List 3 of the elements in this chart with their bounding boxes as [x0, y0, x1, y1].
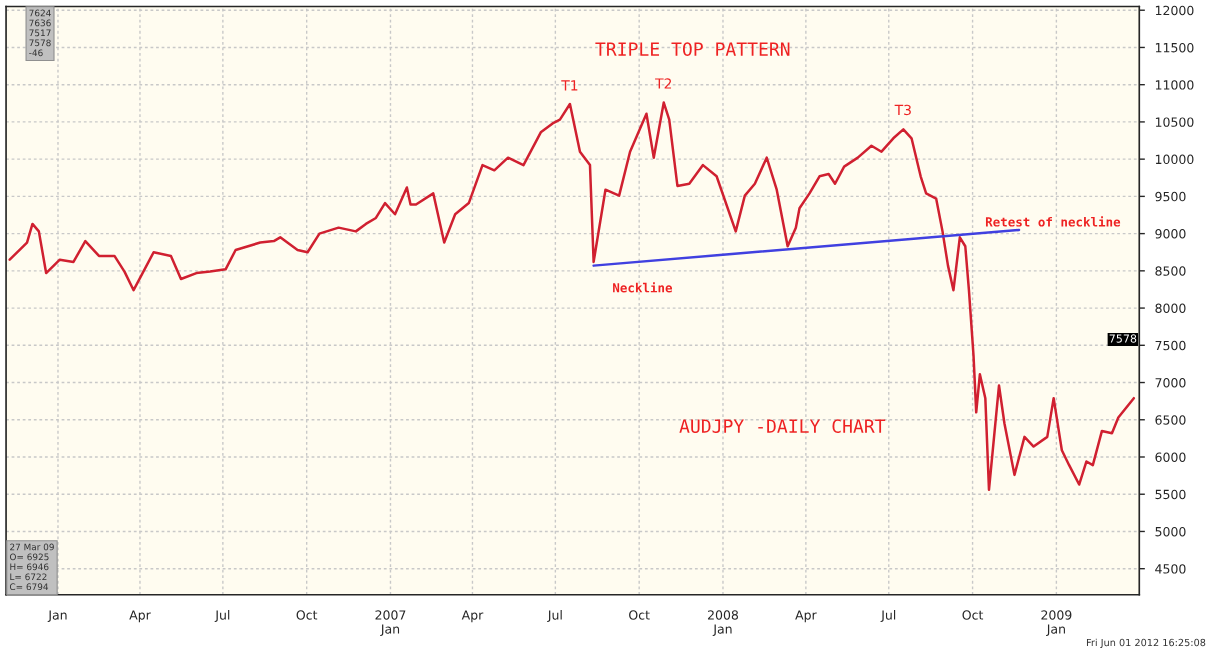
- line-series: [8, 101, 1136, 492]
- annotation: TRIPLE TOP PATTERN: [595, 42, 790, 56]
- annotation: AUDJPY -DAILY CHART: [679, 419, 886, 433]
